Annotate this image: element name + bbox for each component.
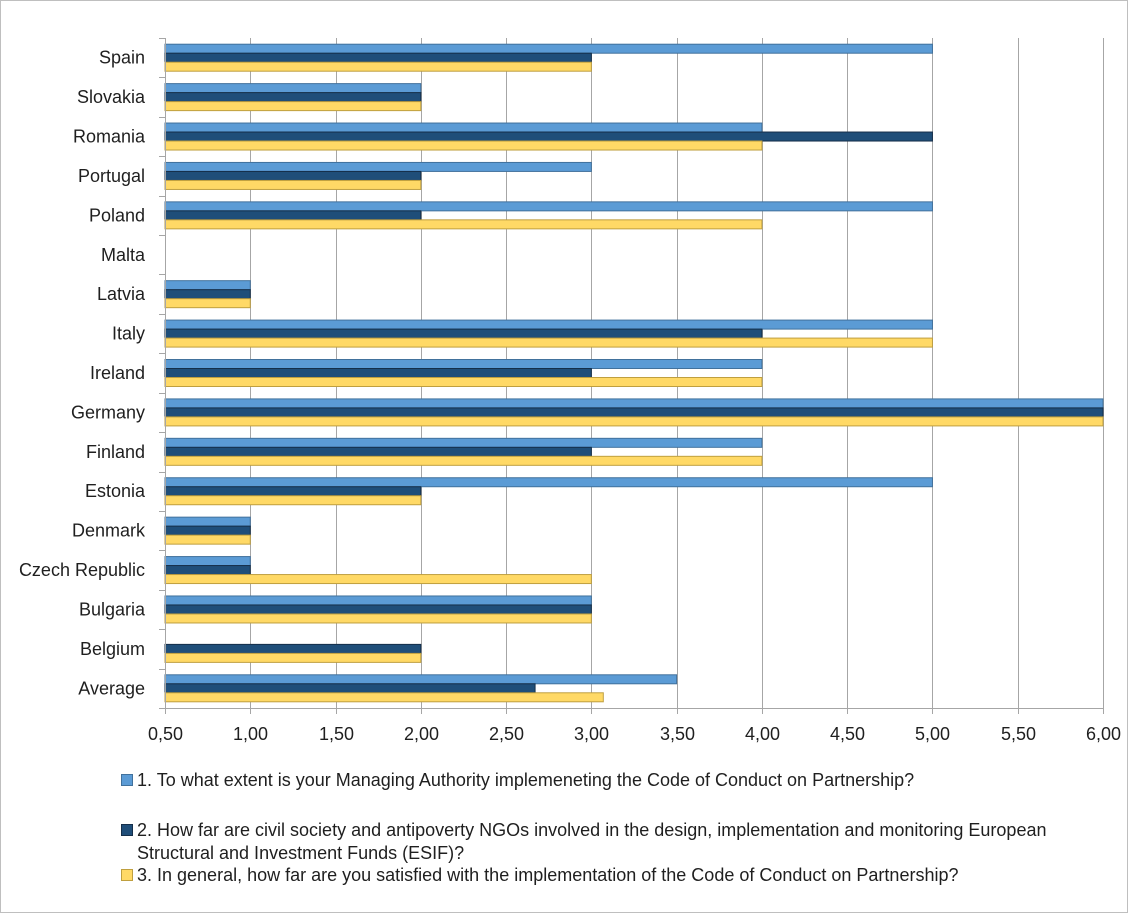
bar-belgium-series-3 (164, 652, 422, 663)
legend-label-1: 1. To what extent is your Managing Autho… (137, 770, 915, 790)
bar-spain-series-3 (164, 61, 592, 72)
bar-slovakia-series-3 (164, 101, 422, 112)
category-label: Italy (112, 324, 145, 344)
x-tick-label: 0,50 (148, 724, 183, 744)
bar-czech-republic-series-3 (164, 574, 592, 585)
category-label: Malta (101, 245, 146, 265)
bar-estonia-series-3 (164, 495, 422, 506)
bar-bulgaria-series-2 (164, 604, 592, 615)
x-tick-label: 2,00 (404, 724, 439, 744)
category-label: Average (78, 678, 145, 698)
bar-germany-series-1 (164, 398, 1104, 409)
bar-bulgaria-series-1 (164, 595, 592, 606)
bar-denmark-series-2 (164, 525, 251, 536)
bar-germany-series-3 (164, 416, 1104, 427)
legend-label-3: 3. In general, how far are you satisfied… (137, 865, 959, 885)
category-label: Czech Republic (19, 560, 145, 580)
x-tick-label: 5,00 (915, 724, 950, 744)
bar-ireland-series-3 (164, 377, 763, 387)
bar-finland-series-1 (164, 437, 763, 448)
bar-portugal-series-3 (164, 179, 422, 190)
bar-estonia-series-2 (164, 486, 422, 497)
bar-italy-series-2 (164, 328, 763, 339)
bar-czech-republic-series-2 (164, 565, 251, 576)
bar-ireland-series-1 (164, 359, 763, 369)
category-label: Slovakia (77, 87, 146, 107)
legend-swatch-2 (121, 824, 133, 836)
category-label: Belgium (80, 639, 145, 659)
category-label: Estonia (85, 481, 146, 501)
bar-romania-series-3 (164, 140, 763, 151)
x-tick-label: 3,50 (660, 724, 695, 744)
bar-latvia-series-1 (164, 280, 251, 291)
x-tick-label: 2,50 (489, 724, 524, 744)
bar-slovakia-series-2 (164, 92, 422, 103)
bar-portugal-series-2 (164, 170, 422, 181)
bar-portugal-series-1 (164, 161, 592, 172)
x-tick-label: 1,00 (233, 724, 268, 744)
legend-swatch-1 (121, 774, 133, 786)
bar-average-series-1 (164, 674, 678, 685)
x-tick-label: 4,50 (830, 724, 865, 744)
x-tick-label: 5,50 (1001, 724, 1036, 744)
bar-italy-series-1 (164, 319, 933, 330)
x-tick-labels: 0,50 1,00 1,50 2,00 2,50 3,00 3,50 4,00 4,50 5,00… (148, 724, 1121, 744)
category-label: Denmark (72, 521, 146, 541)
legend-label-2: 2. How far are civil society and antipov… (137, 820, 1047, 863)
legend-swatch-3 (121, 869, 133, 881)
category-label: Latvia (97, 284, 146, 304)
category-label: Germany (71, 402, 145, 422)
legend-entry-3: 3. In general, how far are you satisfied… (121, 864, 1111, 887)
bar-estonia-series-1 (164, 477, 933, 488)
bar-average-series-3 (164, 692, 604, 703)
legend-entry-2: 2. How far are civil society and antipov… (121, 819, 1111, 865)
category-labels: Spain Slovakia Romania Portugal Poland Malta L… (19, 48, 146, 699)
bar-romania-series-2 (164, 131, 933, 142)
bar-denmark-series-3 (164, 534, 251, 545)
bar-poland-series-2 (164, 210, 422, 221)
x-tick-label: 1,50 (319, 724, 354, 744)
bar-belgium-series-2 (164, 643, 422, 654)
bar-latvia-series-2 (164, 289, 251, 300)
bar-germany-series-2 (164, 407, 1104, 418)
bar-finland-series-2 (164, 446, 592, 457)
bar-spain-series-1 (164, 43, 933, 54)
x-tick-label: 6,00 (1086, 724, 1121, 744)
category-label: Bulgaria (79, 599, 146, 619)
x-tick-label: 4,00 (745, 724, 780, 744)
bar-bulgaria-series-3 (164, 613, 592, 624)
category-label: Finland (86, 442, 145, 462)
category-label: Romania (73, 127, 146, 147)
category-label: Spain (99, 48, 145, 68)
category-label: Portugal (78, 166, 145, 186)
legend-entry-1: 1. To what extent is your Managing Autho… (121, 769, 1111, 792)
bars (164, 43, 1104, 703)
category-label: Ireland (90, 363, 145, 383)
bar-slovakia-series-1 (164, 83, 422, 94)
bar-poland-series-3 (164, 219, 763, 230)
category-label: Poland (89, 205, 145, 225)
bar-spain-series-2 (164, 52, 592, 63)
bar-denmark-series-1 (164, 516, 251, 527)
bar-latvia-series-3 (164, 298, 251, 309)
bar-average-series-2 (164, 683, 536, 694)
bar-romania-series-1 (164, 122, 763, 133)
x-tick-label: 3,00 (574, 724, 609, 744)
bar-ireland-series-2 (164, 368, 592, 378)
bar-italy-series-3 (164, 337, 933, 348)
bar-czech-republic-series-1 (164, 556, 251, 567)
axes (159, 38, 1104, 714)
bar-finland-series-3 (164, 455, 763, 466)
bar-poland-series-1 (164, 201, 933, 212)
